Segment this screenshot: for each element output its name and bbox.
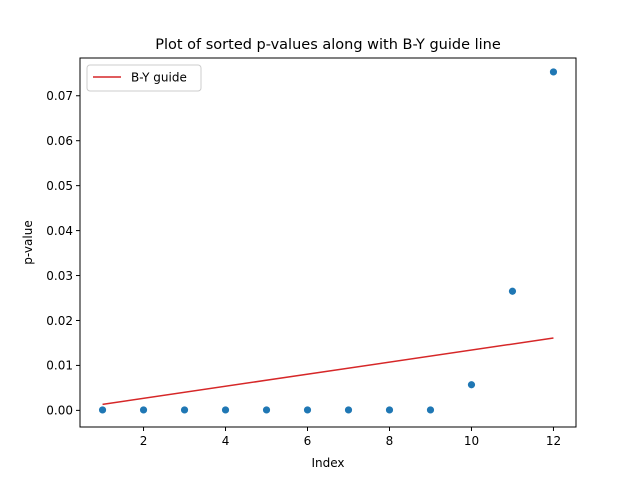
x-tick-label: 10 [464,434,479,448]
data-point [221,406,230,414]
data-point [344,406,353,414]
data-point [98,406,107,414]
data-point [303,406,312,414]
y-tick-label: 0.00 [46,404,73,418]
x-tick-label: 2 [140,434,148,448]
x-tick-label: 12 [546,434,561,448]
x-axis-title: Index [311,456,344,470]
y-tick-label: 0.06 [46,134,73,148]
legend-box [86,64,202,92]
y-tick-label: 0.04 [46,224,73,238]
x-tick-label: 4 [222,434,230,448]
y-tick-label: 0.02 [46,314,73,328]
data-point [467,381,476,389]
x-tick-label: 8 [386,434,394,448]
data-point [385,406,394,414]
legend: B-Y guide [86,64,202,92]
data-point [508,287,517,295]
y-tick-label: 0.01 [46,359,73,373]
data-point [549,68,558,76]
by-guide-line [102,337,554,406]
data-point [139,406,148,414]
legend-label-by-guide: B-Y guide [131,71,187,85]
x-tick-label: 6 [304,434,312,448]
y-axis: 0.00 0.01 0.02 0.03 0.04 0.05 0.06 0.07 [46,89,80,418]
chart-title: Plot of sorted p-values along with B-Y g… [155,37,501,53]
data-point [426,406,435,414]
x-axis: 2 4 6 8 10 12 [140,427,561,448]
y-tick-label: 0.05 [46,179,73,193]
y-tick-label: 0.07 [46,89,73,103]
data-point [262,406,271,414]
y-tick-label: 0.03 [46,269,73,283]
axes-frame [79,57,577,428]
plot-area [98,68,558,414]
data-point [180,406,189,414]
y-axis-title: p-value [21,220,35,264]
